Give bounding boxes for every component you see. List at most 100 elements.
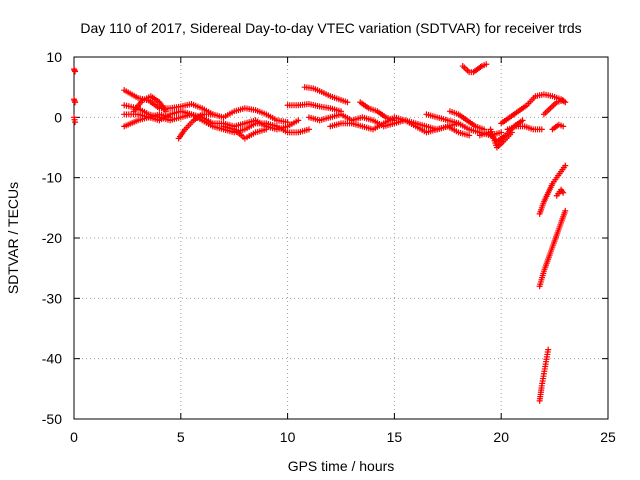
data-point-trace <box>468 127 481 135</box>
data-point <box>455 120 462 127</box>
data-point <box>167 114 174 121</box>
data-point-trace <box>367 106 379 114</box>
data-point <box>72 119 79 126</box>
data-point-trace <box>286 118 300 129</box>
data-point-trace <box>276 117 289 125</box>
data-point-trace <box>541 191 551 203</box>
data-point-trace <box>449 109 460 117</box>
data-point-trace <box>555 188 563 197</box>
data-point <box>560 189 567 196</box>
data-point-trace <box>555 98 565 105</box>
data-point-trace <box>537 200 547 215</box>
data-point-trace <box>548 100 559 110</box>
data-point-trace <box>465 118 477 129</box>
data-point-trace <box>192 112 204 123</box>
data-point-trace <box>471 67 480 75</box>
data-point <box>72 99 79 106</box>
data-point-trace <box>297 127 310 135</box>
data-point-trace <box>361 123 374 132</box>
data-point-trace <box>201 115 214 126</box>
data-point-trace <box>476 64 484 72</box>
data-point-trace <box>350 120 364 129</box>
data-point-trace <box>404 118 417 129</box>
data-point-trace <box>222 120 236 129</box>
plot-frame <box>73 56 609 420</box>
data-point-trace <box>179 108 193 117</box>
data-point-trace <box>254 107 268 117</box>
data-point-trace <box>176 128 187 140</box>
data-point-trace <box>211 123 225 132</box>
x-tick-label: 0 <box>70 429 78 445</box>
data-point-trace <box>425 127 438 135</box>
data-point <box>263 126 270 133</box>
tick-labels: 0 5 10 15 20 25 10 0 -10 -20 -30 -40 -50 <box>42 49 616 445</box>
data-point-trace <box>329 93 340 102</box>
data-point-trace <box>525 95 537 107</box>
data-point <box>391 117 398 124</box>
data-point-trace <box>502 131 514 143</box>
data-point-trace <box>141 94 152 103</box>
data-point-trace <box>190 101 204 111</box>
data-point-trace <box>244 130 257 141</box>
data-point-trace <box>233 120 246 129</box>
data-point-trace <box>169 114 182 123</box>
data-point-trace <box>233 105 246 114</box>
data-point-trace <box>308 114 321 123</box>
y-tick-label: -40 <box>42 351 62 367</box>
data-point-trace <box>499 115 512 126</box>
data-point <box>466 132 473 139</box>
data-point <box>72 68 79 75</box>
data-point-trace <box>495 133 507 144</box>
data-point-trace <box>537 270 547 288</box>
data-point-trace <box>265 123 278 132</box>
data-point <box>344 99 351 106</box>
data-point <box>538 126 545 133</box>
data-point-trace <box>550 176 559 185</box>
data-point-trace <box>542 106 552 116</box>
chart-title: Day 110 of 2017, Sidereal Day-to-day VTE… <box>80 20 581 36</box>
data-point-trace <box>559 164 567 173</box>
data-point-trace <box>534 91 545 99</box>
y-axis-label: SDTVAR / TECUs <box>5 182 21 294</box>
data-point-trace <box>297 101 310 109</box>
data-point-trace <box>123 88 140 100</box>
data-point-trace <box>157 101 168 113</box>
data-point-trace <box>551 93 562 102</box>
data-point-trace <box>147 111 161 120</box>
data-point-trace <box>132 99 144 113</box>
data-point-trace <box>232 127 247 140</box>
data-point-trace <box>558 209 568 224</box>
data-point-trace <box>414 120 428 129</box>
data-point-trace <box>222 123 236 132</box>
data-point-trace <box>532 126 543 133</box>
data-point-trace <box>550 233 560 249</box>
data-point-trace <box>312 86 323 95</box>
data-point-trace <box>265 112 278 123</box>
data-point-trace <box>254 127 268 135</box>
y-tick-label: 0 <box>54 109 62 125</box>
x-tick-label: 20 <box>493 429 509 445</box>
data-point-trace <box>158 111 171 120</box>
data-point-trace <box>244 105 257 113</box>
data-point-trace <box>523 124 535 132</box>
data-point-trace <box>457 112 469 123</box>
data-point-trace <box>543 91 554 99</box>
data-point-trace <box>244 117 257 126</box>
data-point-trace <box>350 114 364 123</box>
data-point-trace <box>446 124 460 135</box>
data-point-trace <box>329 120 342 129</box>
data-point-trace <box>543 349 551 363</box>
data-point-trace <box>495 139 505 149</box>
data-point <box>562 162 569 169</box>
data-point-trace <box>149 94 161 105</box>
data-point-trace <box>222 109 236 120</box>
data-point <box>519 117 526 124</box>
y-tick-label: -50 <box>42 411 62 427</box>
data-point-trace <box>179 101 193 109</box>
y-tick-label: -20 <box>42 230 62 246</box>
x-tick-label: 10 <box>280 429 296 445</box>
y-tick-label: -30 <box>42 290 62 306</box>
data-point-trace <box>265 120 278 129</box>
data-point-trace <box>211 111 225 120</box>
data-point <box>305 126 312 133</box>
